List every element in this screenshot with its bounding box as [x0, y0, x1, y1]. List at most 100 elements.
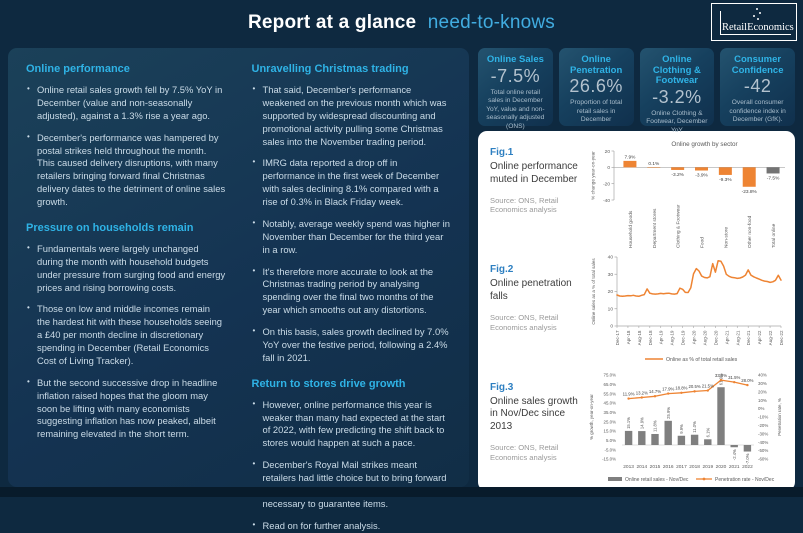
kpi-card-online-penetration: Online Penetration 26.6% Proportion of t… — [558, 48, 634, 126]
figure-label: Fig.3 — [490, 381, 514, 393]
svg-text:31.5%: 31.5% — [728, 375, 740, 380]
svg-text:Aug-21: Aug-21 — [735, 330, 740, 345]
svg-text:Online sales as a % of total s: Online sales as a % of total sales — [591, 258, 596, 325]
kpi-description: Proportion of total retail sales in Dece… — [570, 99, 623, 124]
commentary-panel: Online performance Online retail sales g… — [8, 48, 469, 531]
svg-text:11.8%: 11.8% — [653, 420, 658, 432]
svg-text:-40%: -40% — [758, 440, 768, 445]
kpi-value: 26.6% — [569, 76, 623, 97]
commentary-column-2: Unravelling Christmas trading That said,… — [251, 63, 452, 531]
svg-text:10: 10 — [608, 306, 614, 312]
svg-text:11.0%: 11.0% — [692, 421, 697, 433]
svg-text:-7.5%: -7.5% — [767, 175, 780, 181]
logo-axis-horizontal — [720, 34, 791, 35]
svg-text:0.1%: 0.1% — [648, 160, 660, 166]
section-heading-christmas-trading: Unravelling Christmas trading — [251, 63, 409, 75]
svg-text:Food: Food — [700, 236, 706, 247]
svg-text:21.5%: 21.5% — [702, 384, 714, 389]
bullet-item: But the second successive drop in headli… — [26, 377, 226, 441]
retail-economics-logo: RetailEconomics — [711, 3, 797, 41]
section-heading-return-to-stores: Return to stores drive growth — [251, 377, 406, 390]
svg-text:Online retail sales - Nov/Dec: Online retail sales - Nov/Dec — [625, 477, 689, 483]
svg-text:Dec-21: Dec-21 — [746, 330, 751, 345]
svg-text:Apr-18: Apr-18 — [626, 330, 631, 344]
svg-text:Household goods: Household goods — [628, 210, 634, 248]
section-heading-pressure-on-households: Pressure on households remain — [26, 221, 194, 234]
figure-source: Source: ONS, Retail Economics analysis — [490, 195, 559, 215]
svg-text:-50%: -50% — [758, 448, 768, 453]
figure-title: Online performance muted in December — [490, 161, 578, 185]
kpi-value: -42 — [743, 76, 772, 97]
kpi-value: -7.5% — [490, 65, 541, 86]
svg-text:Dec-18: Dec-18 — [648, 330, 653, 345]
svg-text:Other non-food: Other non-food — [747, 215, 753, 248]
svg-text:Online growth by sector: Online growth by sector — [671, 141, 737, 148]
bullet-item: Fundamentals were largely unchanged duri… — [26, 243, 226, 295]
svg-text:5.0%: 5.0% — [606, 438, 616, 443]
svg-text:2013: 2013 — [623, 464, 634, 470]
figure-title: Online penetration falls — [490, 278, 572, 303]
figures-panel: Fig.1 Online performance muted in Decemb… — [478, 131, 795, 491]
kpi-description: Online Clothing & Footwear, December YoY — [646, 109, 708, 134]
right-column: Online Sales -7.5% Total online retail s… — [478, 48, 795, 491]
online-growth-by-sector-bar-chart: Online growth by sector 20 0 -20 -40 % change… — [591, 141, 785, 248]
svg-text:Aug-22: Aug-22 — [768, 330, 773, 345]
bullet-item: December's Royal Mail strikes meant reta… — [252, 459, 452, 511]
logo-text: RetailEconomics — [722, 22, 794, 33]
bullet-item: However, online performance this year is… — [252, 399, 452, 451]
figure-1-chart-area: Online growth by sector 20 0 -20 -40 % change… — [578, 138, 787, 250]
figure-label: Fig.2 — [490, 264, 514, 276]
svg-text:45.0%: 45.0% — [604, 401, 617, 406]
figure-1-row: Fig.1 Online performance muted in Decemb… — [486, 135, 787, 252]
logo-dot — [759, 12, 761, 14]
kpi-card-online-sales: Online Sales -7.5% Total online retail s… — [478, 48, 553, 130]
svg-text:2021: 2021 — [729, 464, 740, 470]
bullet-item: December's performance was hampered by p… — [26, 132, 226, 209]
svg-text:Apr-21: Apr-21 — [724, 330, 729, 344]
svg-text:25.9%: 25.9% — [666, 407, 671, 419]
svg-text:17.9%: 17.9% — [662, 387, 674, 392]
figure-1-info: Fig.1 Online performance muted in Decemb… — [486, 145, 578, 215]
bullet-item: Notably, average weekly spend was higher… — [252, 218, 452, 257]
logo-axis-vertical — [720, 11, 721, 34]
svg-text:Apr-20: Apr-20 — [692, 330, 697, 344]
svg-text:75.0%: 75.0% — [604, 373, 617, 378]
figure-3-chart-area: 75.0% 65.0% 55.0% 45.0% 35.0% 25.0% 15.0% 5.0% -… — [578, 369, 787, 487]
bullet-item: On this basis, sales growth declined by … — [252, 326, 452, 365]
svg-text:Dec-17: Dec-17 — [615, 330, 620, 345]
logo-dot — [757, 18, 759, 20]
svg-text:2015: 2015 — [650, 464, 661, 470]
kpi-title: Online Penetration — [569, 54, 623, 76]
kpi-card-online-clothing-footwear: Online Clothing & Footwear -3.2% Online … — [639, 48, 715, 134]
svg-text:20.5%: 20.5% — [689, 384, 701, 389]
figure-source: Source: ONS, Retail Economics analysis — [490, 312, 559, 332]
main-content: Online performance Online retail sales g… — [0, 46, 803, 531]
svg-text:-15.0%: -15.0% — [602, 457, 616, 462]
svg-text:14.7%: 14.7% — [649, 389, 661, 394]
svg-text:Department stores: Department stores — [652, 208, 658, 248]
svg-text:18.8%: 18.8% — [675, 386, 687, 391]
svg-text:Total online: Total online — [771, 223, 777, 248]
svg-text:10%: 10% — [758, 398, 767, 403]
svg-text:15.0%: 15.0% — [604, 429, 617, 434]
svg-text:Clothing & Footwear: Clothing & Footwear — [676, 204, 682, 248]
figure-3-row: Fig.3 Online sales growth in Nov/Dec sin… — [486, 370, 787, 487]
bullet-item: Read on for further analysis. — [252, 520, 452, 533]
svg-text:7.9%: 7.9% — [624, 154, 636, 160]
svg-text:Apr-22: Apr-22 — [757, 330, 762, 344]
svg-text:9.9%: 9.9% — [679, 424, 684, 434]
figure-source: Source: ONS, Retail Economics analysis — [490, 442, 559, 462]
svg-text:14.9%: 14.9% — [639, 417, 644, 429]
svg-text:13.2%: 13.2% — [636, 391, 648, 396]
svg-text:Apr-19: Apr-19 — [659, 330, 664, 344]
page-title: Report at a glance need-to-knows — [248, 12, 555, 34]
footer-strip — [0, 487, 803, 497]
svg-text:65.0%: 65.0% — [604, 382, 617, 387]
svg-text:2019: 2019 — [702, 464, 713, 470]
svg-text:% growth, year-on-year: % growth, year-on-year — [589, 394, 594, 440]
svg-text:Dec-20: Dec-20 — [713, 330, 718, 345]
svg-text:Aug-18: Aug-18 — [637, 330, 642, 345]
figure-title: Online sales growth in Nov/Dec since 201… — [490, 395, 578, 433]
figure-2-chart-area: 40 30 20 10 0 Online sales as a % of total sa… — [578, 252, 787, 370]
kpi-title: Online Clothing & Footwear — [652, 54, 701, 87]
